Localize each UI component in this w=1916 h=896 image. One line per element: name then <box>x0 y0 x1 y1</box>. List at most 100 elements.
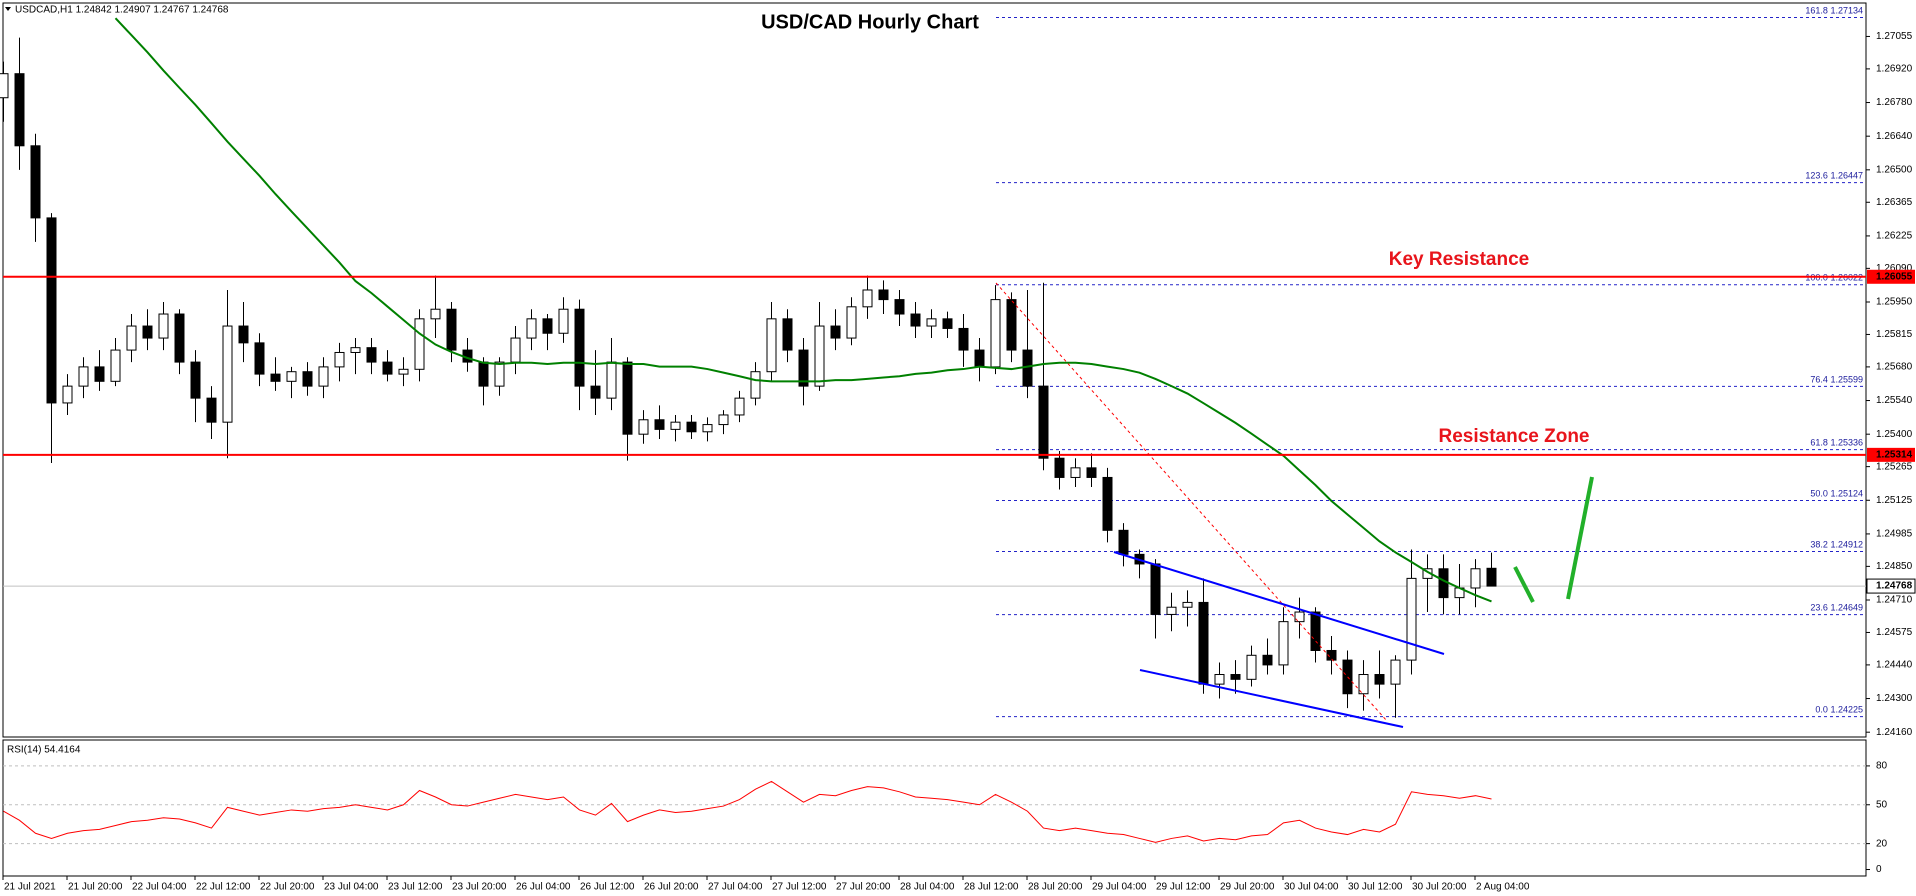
candle-body <box>446 308 457 351</box>
candle-body <box>1310 611 1321 651</box>
x-tick-label: 30 Jul 20:00 <box>1412 882 1467 893</box>
fib-ratio: 38.2 <box>1810 540 1828 550</box>
candle-body <box>398 368 409 375</box>
fib-ratio: 76.4 <box>1810 375 1828 385</box>
fib-ratio: 61.8 <box>1810 438 1828 448</box>
candle-body <box>862 289 873 308</box>
fib-ratio: 50.0 <box>1810 489 1828 499</box>
candle-body <box>174 313 185 363</box>
candle-body <box>558 308 569 334</box>
level-label: 1.25314 <box>1876 449 1913 460</box>
main-layer: 1.24768 1.26055 1.25314 <box>0 17 1916 843</box>
fib-ratio: 0.0 <box>1815 705 1828 715</box>
candle-body <box>1278 621 1289 666</box>
candle-body <box>574 308 585 387</box>
candle-body <box>1102 476 1113 531</box>
candle-body <box>814 325 825 387</box>
candle-body <box>910 313 921 327</box>
candle-body <box>798 349 809 387</box>
candle-body <box>782 318 793 351</box>
fib-label: 76.4 1.25599 <box>1810 375 1863 385</box>
candle-body <box>238 325 249 344</box>
y-tick-label: 1.24300 <box>1876 693 1913 704</box>
candle-body <box>590 385 601 399</box>
candle-body <box>78 366 89 387</box>
candle-body <box>318 366 329 387</box>
y-tick-label: 1.25400 <box>1876 429 1913 440</box>
candle-body <box>1342 659 1353 695</box>
rsi-pane <box>2 739 1867 877</box>
moving-average <box>114 17 1492 603</box>
x-tick-label: 27 Jul 20:00 <box>836 882 891 893</box>
y-tick-label: 1.26225 <box>1876 231 1913 242</box>
y-tick-label: 1.26500 <box>1876 164 1913 175</box>
candle-body <box>958 327 969 351</box>
candle-body <box>254 342 265 375</box>
y-tick-label: 1.24710 <box>1876 595 1913 606</box>
candle-body <box>30 145 41 219</box>
candle-body <box>526 318 537 339</box>
candle-body <box>126 325 137 351</box>
y-tick-label: 1.26640 <box>1876 131 1913 142</box>
fib-label: 100.0 1.26022 <box>1805 273 1863 283</box>
y-tick-label: 20 <box>1876 838 1888 849</box>
candle-body <box>0 73 9 99</box>
fib-label: 50.0 1.25124 <box>1810 489 1863 499</box>
symbol-header: USDCAD,H1 1.24842 1.24907 1.24767 1.2476… <box>15 5 229 16</box>
x-tick-label: 2 Aug 04:00 <box>1476 882 1530 893</box>
candle-body <box>110 349 121 382</box>
fib-ratio: 161.8 <box>1805 6 1828 16</box>
fib-price: 1.24912 <box>1830 540 1863 550</box>
candle-body <box>830 325 841 339</box>
green-arrow-down <box>1513 566 1535 603</box>
annotation: Resistance Zone <box>1439 426 1590 447</box>
candle-body <box>46 217 57 404</box>
candle-body <box>382 361 393 375</box>
y-tick-label: 50 <box>1876 799 1888 810</box>
y-tick-label: 1.24575 <box>1876 627 1913 638</box>
candle-body <box>1486 567 1497 587</box>
rsi-line <box>3 780 1492 843</box>
x-tick-label: 23 Jul 04:00 <box>324 882 379 893</box>
level-box <box>1867 269 1915 284</box>
candle-body <box>334 351 345 368</box>
fib-price: 1.24649 <box>1830 603 1863 613</box>
candle-body <box>974 349 985 368</box>
candle-body <box>1406 577 1417 661</box>
candle-body <box>222 325 233 423</box>
candle-body <box>286 371 297 382</box>
y-tick-label: 1.24985 <box>1876 529 1913 540</box>
x-tick-label: 28 Jul 12:00 <box>964 882 1019 893</box>
y-tick-label: 1.24440 <box>1876 660 1913 671</box>
channel-lower <box>1139 669 1404 728</box>
candle-body <box>1086 467 1097 478</box>
x-tick-label: 28 Jul 04:00 <box>900 882 955 893</box>
x-tick-label: 30 Jul 12:00 <box>1348 882 1403 893</box>
y-tick-label: 1.25125 <box>1876 495 1913 506</box>
current-price-box <box>1866 578 1916 594</box>
fib-price: 1.25124 <box>1830 489 1863 499</box>
candle-body <box>686 421 697 433</box>
y-tick-label: 1.26365 <box>1876 197 1913 208</box>
x-tick-label: 23 Jul 20:00 <box>452 882 507 893</box>
candle-body <box>718 414 729 426</box>
y-tick-label: 1.25265 <box>1876 461 1913 472</box>
candle-body <box>1070 467 1081 478</box>
y-tick-label: 1.27055 <box>1876 31 1913 42</box>
candle-body <box>510 337 521 363</box>
x-tick-label: 22 Jul 04:00 <box>132 882 187 893</box>
x-tick-label: 21 Jul 20:00 <box>68 882 123 893</box>
x-tick-label: 28 Jul 20:00 <box>1028 882 1083 893</box>
fib-ratio: 100.0 <box>1805 273 1828 283</box>
y-tick-label: 1.24850 <box>1876 561 1913 572</box>
fib-ratio: 123.6 <box>1805 171 1828 181</box>
y-tick-label: 1.26920 <box>1876 64 1913 75</box>
y-tick-label: 1.25540 <box>1876 395 1913 406</box>
candle-body <box>1166 606 1177 615</box>
candle-body <box>670 421 681 430</box>
rsi-label: RSI(14) 54.4164 <box>7 745 81 756</box>
fib-price: 1.24225 <box>1830 705 1863 715</box>
candle-body <box>926 318 937 327</box>
y-tick-label: 0 <box>1876 864 1882 875</box>
